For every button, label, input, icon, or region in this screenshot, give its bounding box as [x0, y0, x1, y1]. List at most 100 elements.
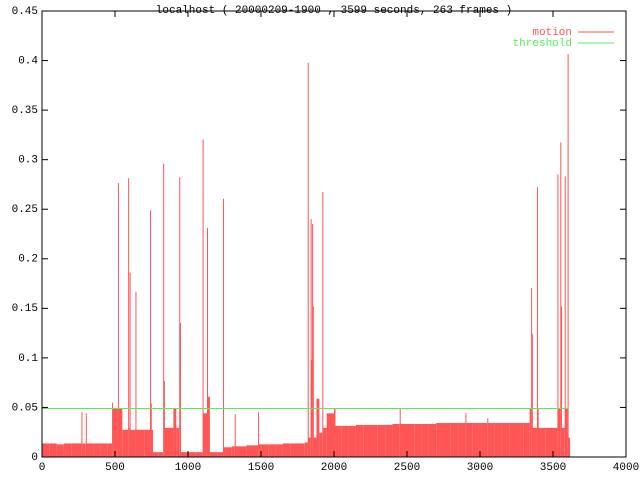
x-tick-label: 2500 — [394, 462, 420, 474]
impulse — [78, 443, 82, 457]
impulse — [107, 443, 113, 457]
impulse — [176, 427, 180, 457]
impulse — [63, 443, 72, 457]
impulse — [179, 322, 181, 457]
y-tick-label: 0.05 — [12, 402, 38, 414]
impulse — [217, 452, 224, 457]
impulse — [561, 306, 563, 457]
x-tick-label: 1000 — [175, 462, 201, 474]
impulse — [310, 219, 312, 457]
impulse — [400, 423, 407, 457]
impulse — [129, 272, 131, 457]
impulse — [450, 423, 459, 457]
impulse — [557, 174, 559, 457]
impulse — [195, 452, 203, 457]
impulse — [532, 427, 537, 457]
impulse — [335, 425, 342, 457]
impulse — [509, 423, 517, 457]
y-tick-label: 0.45 — [12, 6, 38, 18]
impulse — [516, 423, 524, 457]
impulse — [319, 432, 323, 457]
impulse — [538, 427, 546, 457]
impulse — [565, 408, 568, 457]
impulse — [531, 333, 533, 457]
impulse — [130, 429, 136, 457]
x-tick-label: 1500 — [248, 462, 274, 474]
impulse — [117, 183, 119, 457]
impulse — [385, 424, 393, 457]
impulse — [443, 423, 451, 457]
impulse — [480, 423, 488, 457]
impulse — [334, 408, 336, 457]
impulse — [290, 443, 298, 457]
impulse — [93, 443, 101, 457]
impulse — [316, 398, 320, 457]
impulse — [179, 177, 181, 457]
impulse — [569, 437, 571, 457]
impulse — [501, 423, 510, 457]
impulse — [246, 445, 259, 457]
impulse — [558, 408, 561, 457]
impulse — [169, 427, 174, 457]
impulse — [428, 423, 437, 457]
impulse — [312, 306, 314, 457]
impulse — [42, 443, 50, 457]
impulse — [322, 191, 324, 458]
impulse — [553, 427, 558, 457]
impulse — [207, 396, 210, 457]
impulse — [313, 437, 317, 457]
impulse — [531, 288, 533, 457]
x-tick-label: 3000 — [467, 462, 493, 474]
y-tick-label: 0.15 — [12, 303, 38, 315]
impulse — [355, 424, 364, 457]
x-tick-label: 4000 — [613, 462, 639, 474]
impulse — [209, 452, 218, 457]
impulse — [56, 444, 64, 457]
impulse — [223, 447, 232, 457]
impulse — [537, 408, 539, 457]
impulse — [392, 423, 400, 457]
impulse — [100, 443, 108, 457]
impulse — [370, 424, 378, 457]
impulse — [86, 443, 94, 457]
impulse — [308, 437, 311, 457]
y-tick-label: 0.35 — [12, 105, 38, 117]
impulse — [466, 423, 473, 457]
x-tick-label: 2000 — [321, 462, 347, 474]
impulse — [561, 427, 565, 457]
impulse — [163, 163, 165, 458]
impulse — [536, 187, 538, 457]
impulse — [136, 429, 145, 457]
y-tick-label: 0.4 — [18, 55, 38, 67]
impulse — [152, 452, 159, 457]
impulse — [258, 444, 269, 457]
impulse — [414, 423, 422, 457]
impulse — [223, 198, 225, 457]
impulse — [488, 423, 495, 457]
impulse — [150, 210, 152, 457]
impulse — [348, 425, 356, 457]
impulse — [128, 427, 130, 457]
impulse — [304, 442, 308, 457]
impulse — [112, 402, 114, 457]
impulse — [523, 423, 530, 457]
legend-label: threshold — [513, 38, 572, 50]
impulse — [118, 408, 123, 457]
y-tick-label: 0.2 — [18, 254, 38, 266]
impulse — [297, 443, 305, 457]
impulse — [81, 412, 83, 457]
impulse — [529, 408, 532, 457]
impulse — [399, 408, 401, 457]
impulse — [163, 381, 165, 457]
impulse — [112, 408, 118, 457]
impulse — [307, 62, 309, 458]
impulse — [282, 443, 291, 457]
legend-label: motion — [532, 27, 572, 39]
impulse — [202, 139, 204, 458]
impulse — [560, 142, 562, 458]
impulse — [180, 452, 188, 457]
impulse — [323, 427, 327, 457]
impulse — [122, 429, 129, 457]
impulse — [173, 408, 177, 457]
